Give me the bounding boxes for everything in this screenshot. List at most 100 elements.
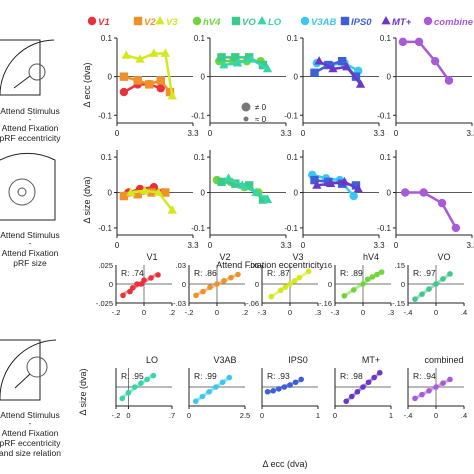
ips0-scatter-point — [276, 386, 282, 392]
schematic-ecc: Attend Stimulus - Attend Fixation pRF ec… — [0, 39, 61, 143]
schematic-frame — [0, 152, 56, 221]
x-tick-label: 0 — [208, 241, 213, 250]
mt-scatter-point — [349, 393, 355, 400]
hv4-scatter-point — [374, 271, 380, 278]
lo-point — [219, 60, 229, 69]
y-tick-label: -0.1 — [98, 224, 112, 233]
vo-point — [217, 53, 226, 62]
x-tick-label: 0 — [215, 308, 219, 317]
prf-circle — [26, 356, 48, 378]
lo-line — [227, 177, 269, 201]
x-tick-label: 0 — [434, 308, 438, 317]
legend-label: V3 — [166, 17, 178, 28]
ips0-scatter-point — [298, 376, 305, 383]
x-tick-label: 1 — [389, 411, 393, 420]
comb-point — [444, 76, 454, 85]
comb-scatter-point — [412, 395, 418, 402]
y-tick-label: 0.1 — [194, 34, 206, 43]
schematic-line: pRF eccentricity — [0, 438, 61, 448]
panel-title: MT+ — [362, 355, 380, 365]
x-tick-label: 0 — [260, 411, 264, 420]
y-tick-label: 0 — [294, 73, 299, 82]
mt-point — [339, 176, 350, 186]
y-tick-label: 0 — [328, 280, 332, 289]
mt-scatter-point — [365, 379, 372, 386]
y-tick-label: 0.1 — [194, 153, 206, 162]
mt-point — [342, 61, 352, 71]
x-tick-label: 3.3 — [187, 241, 199, 250]
row3-ylabel: Δ size (dva) — [78, 368, 88, 415]
panel-title: LO — [146, 355, 158, 365]
v2-point — [133, 190, 142, 199]
lo-scatter-point — [150, 372, 157, 379]
vo-point — [231, 53, 240, 62]
legend-label: VO — [242, 17, 256, 28]
comb-point — [430, 56, 440, 66]
y-tick-label: -0.1 — [284, 224, 298, 233]
v1-scatter-point — [155, 272, 161, 278]
x-tick-label: .7 — [169, 411, 175, 420]
visual-field-arc — [0, 39, 55, 96]
x-tick-label: -.2 — [112, 411, 121, 420]
v3-point — [160, 48, 170, 57]
x-tick-label: 0 — [115, 129, 120, 138]
schematic-line: Attend Stimulus — [0, 106, 60, 116]
y-tick-label: -0.1 — [377, 111, 391, 120]
v2-legend-marker — [133, 16, 143, 26]
y-tick-label: .025 — [98, 261, 113, 270]
mt-legend-marker — [381, 15, 391, 25]
v3-point — [149, 48, 159, 57]
legend-item-ips0: IPS0 — [340, 16, 372, 28]
schematic-line: pRF size — [13, 258, 47, 268]
x-tick-label: 3.3 — [373, 129, 385, 138]
x-tick-label: .4 — [461, 308, 467, 317]
vo-point — [231, 179, 240, 188]
size-key-label: ≈ 0 — [255, 115, 267, 124]
correlation-label: R: .86 — [194, 268, 217, 278]
x-tick-label: 0 — [434, 411, 438, 420]
schematic-line: Attend Fixation — [2, 248, 59, 258]
v2-point — [165, 87, 175, 97]
schematic-line: Attend Fixation — [2, 428, 59, 438]
panel-title: V1 — [146, 252, 157, 262]
significant-marker — [241, 102, 251, 112]
correlation-label: R: .94 — [413, 371, 436, 381]
panel-title: IPS0 — [288, 355, 308, 365]
x-tick-label: 3.3 — [280, 241, 292, 250]
legend-label: combine — [434, 17, 474, 28]
hv4-scatter-point — [369, 274, 376, 280]
panel-title: V3 — [292, 252, 303, 262]
x-tick-label: 3.3 — [466, 129, 474, 138]
v2-point — [156, 76, 165, 85]
ips0-scatter-point — [292, 379, 299, 386]
legend-item-comb: combine — [423, 16, 474, 28]
y-tick-label: 0.1 — [287, 34, 299, 43]
legend-item-v1: V1 — [87, 16, 110, 28]
v3-scatter-point — [287, 281, 293, 287]
correlation-label: R: .87 — [267, 268, 290, 278]
lo-legend-marker — [257, 15, 267, 25]
mt-point — [326, 178, 336, 188]
scatter-panel-mt: MT+ R: .98 0 1 — [333, 355, 393, 420]
hv4-scatter-point — [378, 269, 385, 275]
prf-circle — [8, 178, 36, 206]
y-tick-label: 0 — [387, 189, 392, 198]
lo-point — [262, 63, 273, 73]
y-tick-label: .16 — [322, 261, 332, 270]
row2-panel-3: 0.10-0.10 3.3 — [284, 150, 385, 250]
y-tick-label: -0.1 — [284, 111, 298, 120]
schematic-line: - — [29, 238, 32, 248]
v3-point — [153, 187, 164, 196]
lo-point — [246, 54, 257, 63]
v1-line — [123, 83, 162, 94]
y-tick-label: 0 — [108, 189, 113, 198]
lo-scatter-point — [144, 376, 150, 383]
row1-panel-4: 0.10-0.103.3 — [377, 34, 474, 138]
legend-label: IPS0 — [351, 17, 372, 28]
v3-scatter-point — [291, 278, 298, 284]
comb-point — [419, 188, 428, 197]
legend-label: V3AB — [311, 17, 336, 28]
x-tick-label: .3 — [388, 308, 394, 317]
v3-scatter-point — [268, 293, 275, 300]
panel-title: V2 — [219, 252, 230, 262]
